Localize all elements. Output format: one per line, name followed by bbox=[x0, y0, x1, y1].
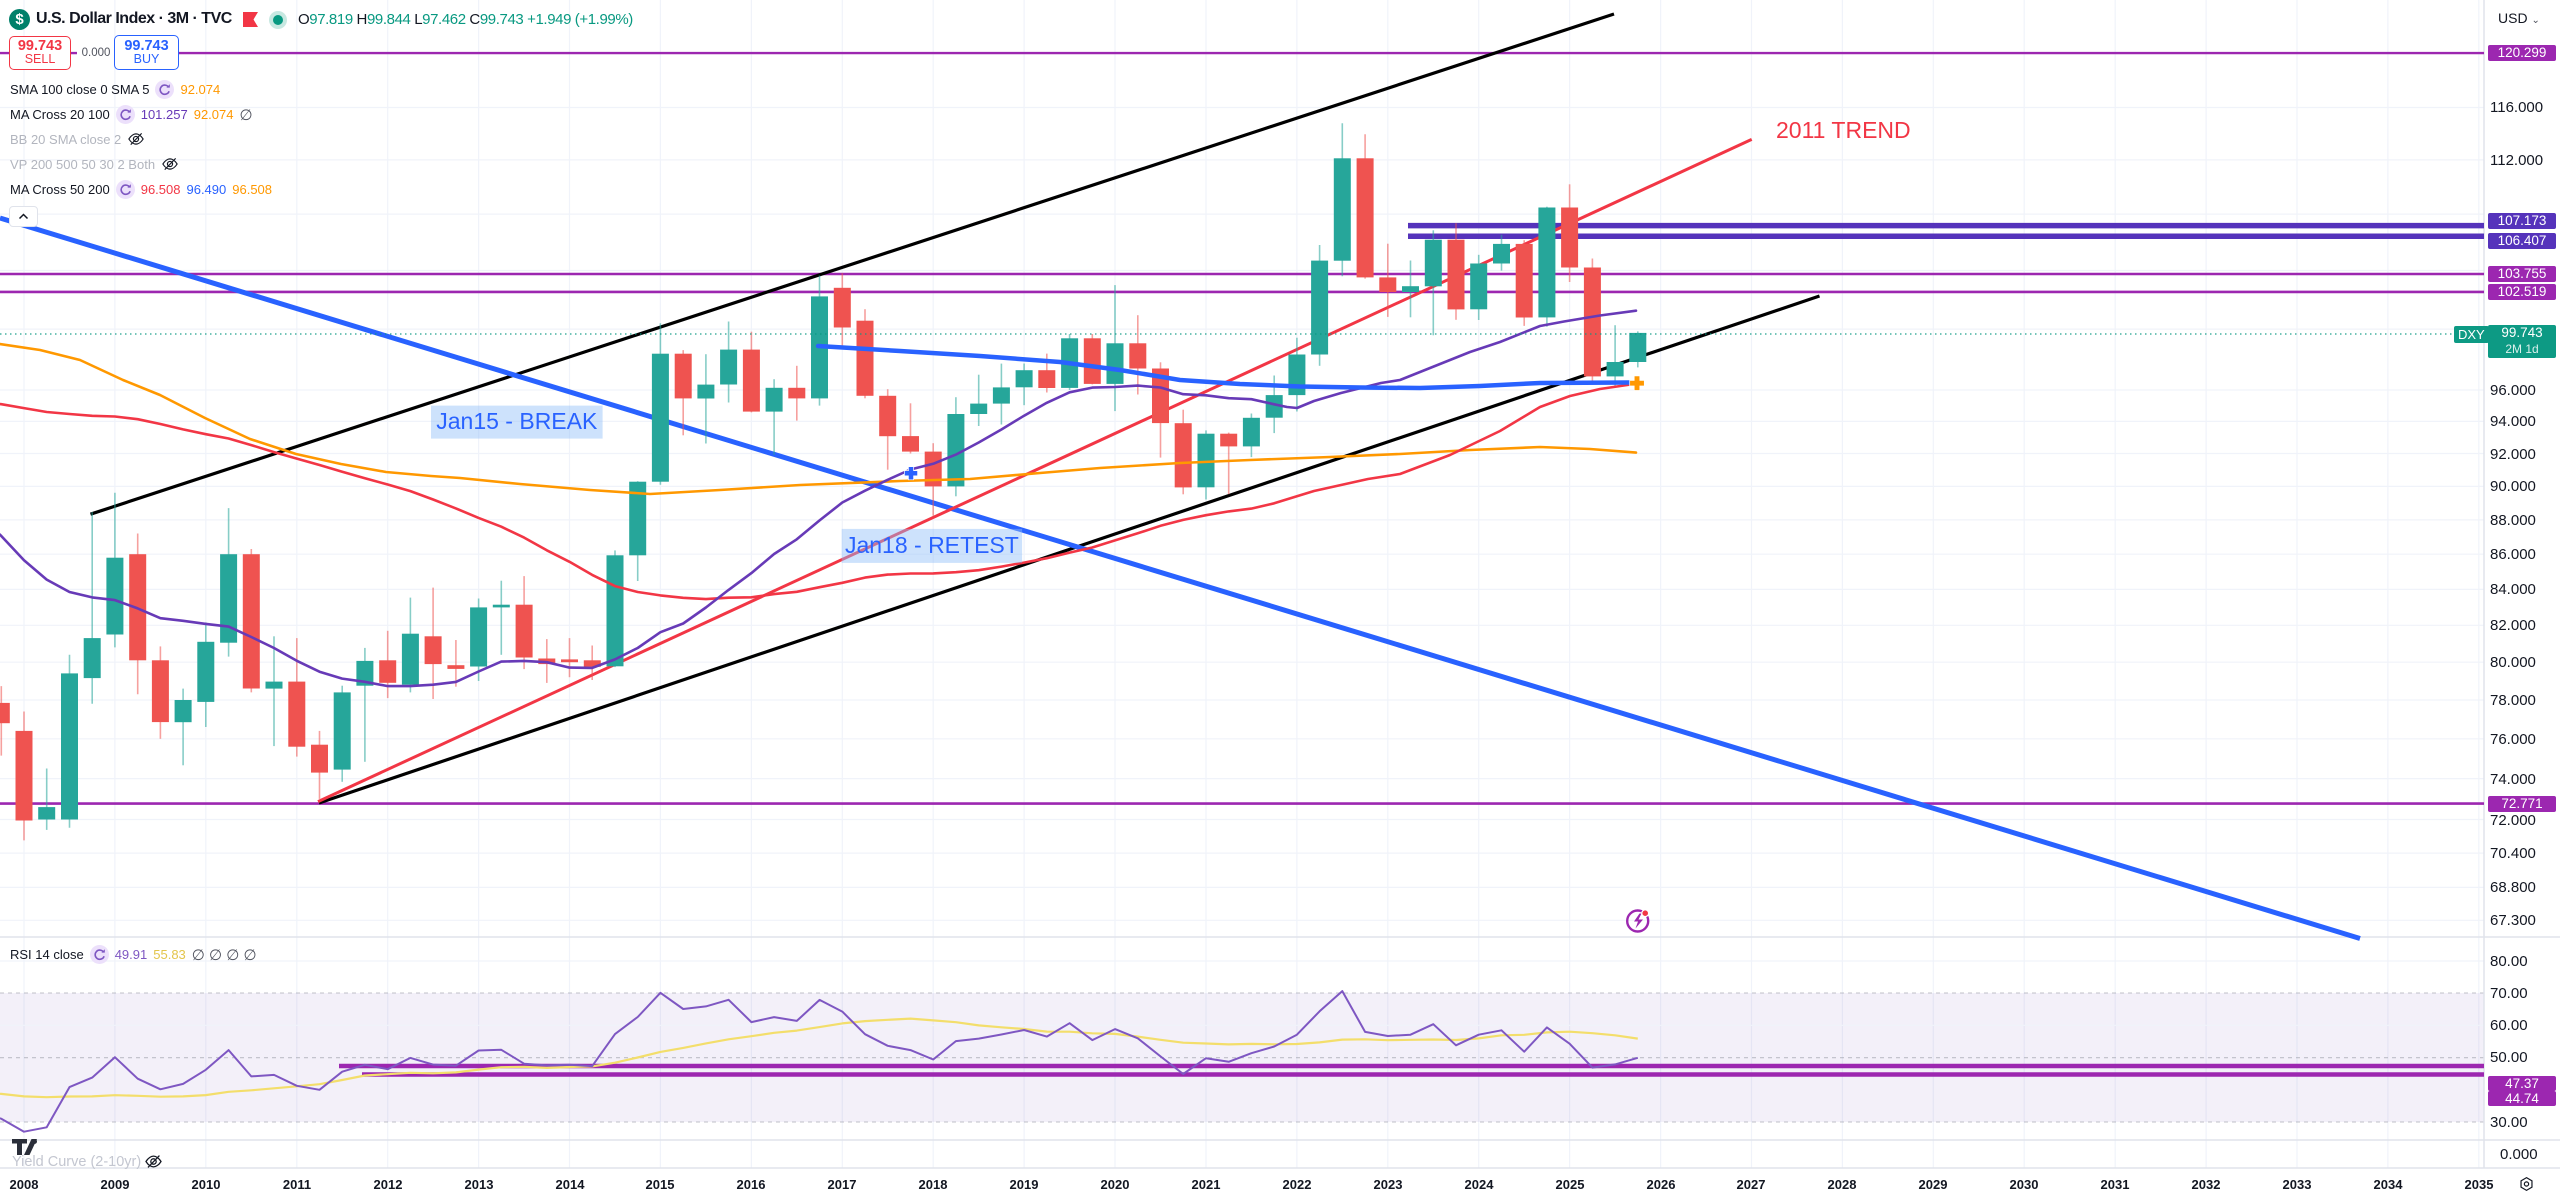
svg-text:Jan18 - RETEST: Jan18 - RETEST bbox=[845, 532, 1019, 558]
svg-text:2011 TREND: 2011 TREND bbox=[1776, 117, 1911, 143]
svg-text:Jan15 - BREAK: Jan15 - BREAK bbox=[436, 408, 598, 434]
